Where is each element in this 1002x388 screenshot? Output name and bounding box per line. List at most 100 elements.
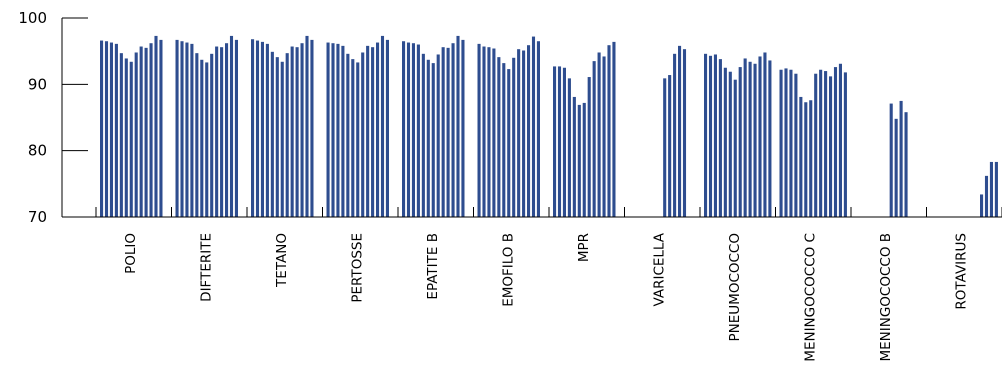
bar-emofilo-b-10 [522,50,526,217]
bar-pneumococco-11 [753,63,757,217]
bar-rotavirus-14 [994,161,998,217]
bar-epatite-b-11 [451,43,455,218]
bar-tetano-11 [300,43,304,218]
bar-pertosse-7 [356,62,360,217]
bar-mpr-2 [557,66,562,217]
bar-pertosse-1 [326,42,330,217]
bar-polio-8 [134,52,138,217]
bar-polio-3 [109,42,113,217]
bar-difterite-13 [234,39,238,217]
bar-pertosse-11 [376,42,380,217]
bar-mpr-7 [582,102,586,217]
bar-emofilo-b-3 [487,47,491,217]
category-label-pneumococco: PNEUMOCOCCO [727,233,743,341]
bar-pertosse-12 [380,35,385,217]
bar-mpr-12 [607,45,611,218]
bar-tetano-2 [255,40,260,217]
bar-pneumococco-3 [713,54,717,218]
bar-emofilo-b-4 [492,48,496,218]
bar-meningococco-c-7 [809,100,813,217]
bar-mpr-4 [567,78,571,217]
bar-mpr-13 [612,41,616,217]
bar-mpr-5 [572,96,576,217]
bar-meningococco-c-6 [804,102,808,217]
bar-tetano-7 [280,61,284,217]
bar-epatite-b-7 [431,63,435,217]
bar-pertosse-5 [346,53,350,217]
bar-varicella-9 [668,75,672,217]
bars-layer [100,35,998,218]
bar-pneumococco-2 [708,55,713,218]
bar-pneumococco-14 [768,60,772,218]
bar-polio-13 [159,39,163,217]
category-label-varicella: VARICELLA [651,232,667,306]
bar-epatite-b-5 [421,53,425,217]
bar-emofilo-b-11 [527,45,531,218]
bar-rotavirus-12 [984,175,989,217]
category-label-tetano: TETANO [274,233,290,288]
bar-tetano-6 [275,57,279,217]
bar-emofilo-b-8 [512,57,516,217]
category-labels: POLIO DIFTERITE TETANO PERTOSSE EPATITE B EMO… [123,232,969,362]
bar-difterite-12 [229,35,234,217]
bar-mpr-10 [597,52,601,217]
bar-meningococco-b-9 [894,118,898,217]
bar-emofilo-b-2 [482,46,486,217]
bar-polio-5 [119,53,123,217]
category-label-polio: POLIO [123,233,139,274]
category-label-meningococco-c: MENINGOCOCCO C [802,233,818,362]
bar-difterite-8 [210,53,214,217]
bar-polio-2 [104,41,109,217]
bar-difterite-5 [195,53,199,217]
bar-pneumococco-5 [723,67,727,217]
bar-difterite-3 [185,42,189,217]
bar-mpr-1 [553,66,557,217]
bar-tetano-5 [270,51,274,217]
category-label-epatite-b: EPATITE B [425,233,441,300]
bar-pneumococco-13 [763,52,767,217]
bar-varicella-10 [673,53,677,217]
bar-pneumococco-12 [758,56,762,217]
bar-meningococco-c-14 [843,72,847,217]
bar-polio-7 [129,61,133,217]
bar-difterite-6 [200,59,204,217]
bar-polio-12 [154,35,158,217]
category-label-rotavirus: ROTAVIRUS [953,233,969,310]
bar-epatite-b-3 [411,43,415,218]
bar-pneumococco-8 [738,67,742,217]
bar-emofilo-b-9 [517,49,521,218]
bar-epatite-b-9 [441,47,445,217]
bar-epatite-b-4 [416,44,420,217]
bar-meningococco-c-8 [814,73,818,217]
bar-pneumococco-1 [704,53,708,217]
bar-pertosse-6 [351,59,355,217]
y-tick-label-90: 90 [28,75,47,93]
bar-pertosse-4 [341,45,345,217]
bar-meningococco-c-4 [794,73,798,217]
bar-mpr-8 [587,77,591,217]
bar-meningococco-c-13 [838,63,842,217]
bar-meningococco-c-12 [833,67,838,217]
bar-difterite-2 [180,41,184,217]
bar-pertosse-10 [371,47,375,217]
category-label-meningococco-b: MENINGOCOCCO B [878,233,894,362]
bar-meningococco-c-10 [824,71,828,217]
bar-epatite-b-13 [461,39,465,217]
bar-difterite-11 [225,43,229,218]
bar-pertosse-8 [361,52,365,217]
bar-emofilo-b-12 [531,36,536,217]
bar-meningococco-b-11 [904,112,908,217]
bar-rotavirus-13 [989,161,993,217]
bar-mpr-3 [562,67,566,217]
category-label-emofilo-b: EMOFILO B [500,233,516,307]
bar-polio-1 [100,40,104,217]
bar-pneumococco-10 [748,61,752,217]
bar-meningococco-c-11 [829,76,833,218]
bar-meningococco-c-3 [789,69,793,218]
bar-mpr-9 [592,61,596,218]
bar-pertosse-2 [331,43,335,218]
bar-meningococco-b-10 [899,100,903,217]
bar-pertosse-3 [336,43,340,218]
